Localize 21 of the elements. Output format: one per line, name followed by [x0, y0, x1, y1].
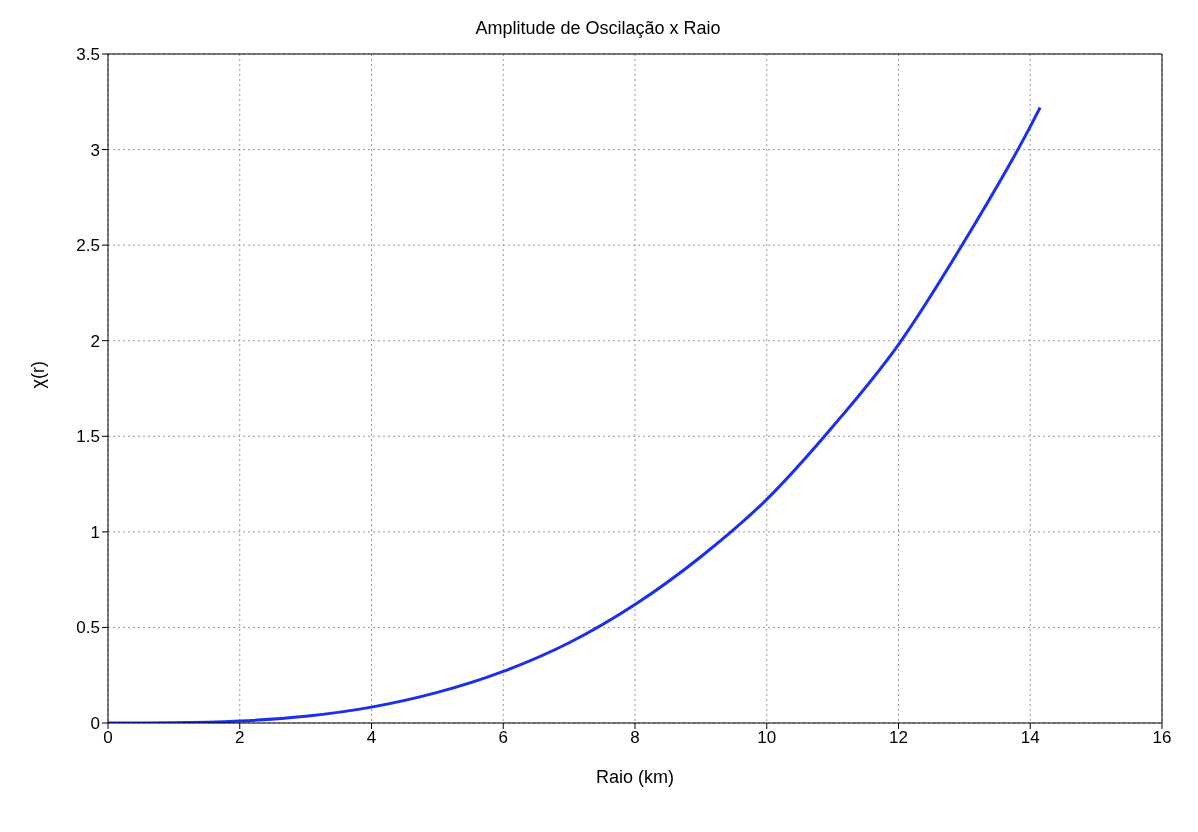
chart-title: Amplitude de Oscilação x Raio — [474, 18, 722, 39]
y-tick-label: 3.5 — [76, 45, 100, 65]
x-axis-title: Raio (km) — [595, 767, 675, 787]
y-tick-label: 2.5 — [76, 236, 100, 256]
line-series — [108, 106, 1042, 723]
x-tick-label: 0 — [103, 728, 113, 748]
y-tick-label: 0.5 — [76, 618, 100, 638]
x-tick-label: 4 — [366, 728, 377, 748]
x-tick-label: 8 — [630, 728, 640, 748]
y-tick-label: 0 — [90, 714, 100, 734]
x-tick-label: 10 — [757, 728, 777, 748]
y-tick-label: 1 — [90, 522, 100, 542]
x-tick-label: 12 — [889, 728, 908, 748]
x-tick-label: 2 — [235, 728, 245, 748]
y-axis-title: χ(r) — [28, 361, 49, 389]
y-tick-label: 1.5 — [76, 427, 100, 447]
y-tick-label: 3 — [90, 140, 100, 160]
x-tick-label: 14 — [1020, 728, 1040, 748]
y-tick-label: 2 — [90, 331, 100, 351]
x-tick-label: 6 — [498, 728, 508, 748]
x-tick-label: 16 — [1152, 728, 1172, 748]
